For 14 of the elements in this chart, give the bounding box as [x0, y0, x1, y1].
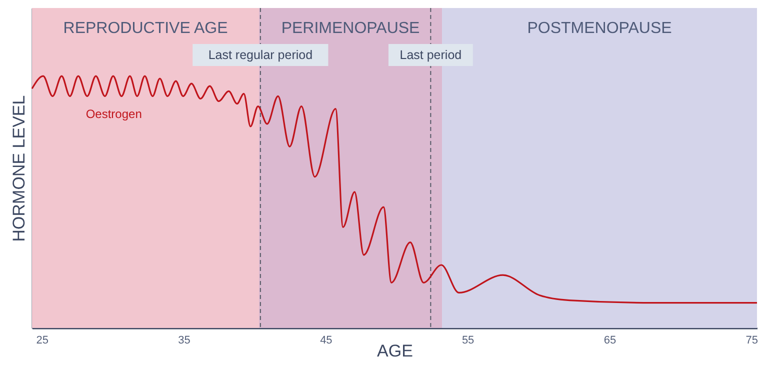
x-tick-label: 65: [604, 334, 616, 346]
x-tick-label: 55: [462, 334, 474, 346]
x-tick-label: 35: [178, 334, 190, 346]
x-tick-label: 75: [746, 334, 758, 346]
ref-line-label: Last regular period: [208, 48, 313, 62]
series-label: Oestrogen: [86, 107, 142, 122]
y-axis-title: HORMONE LEVEL: [10, 95, 28, 242]
x-tick-label: 25: [36, 334, 49, 346]
band-label: POSTMENOPAUSE: [527, 20, 672, 37]
x-tick-label: 45: [320, 334, 332, 346]
band-label: REPRODUCTIVE AGE: [63, 20, 228, 37]
ref-line-label: Last period: [400, 48, 462, 62]
x-axis-title: AGE: [377, 342, 413, 360]
band-label: PERIMENOPAUSE: [281, 20, 420, 37]
